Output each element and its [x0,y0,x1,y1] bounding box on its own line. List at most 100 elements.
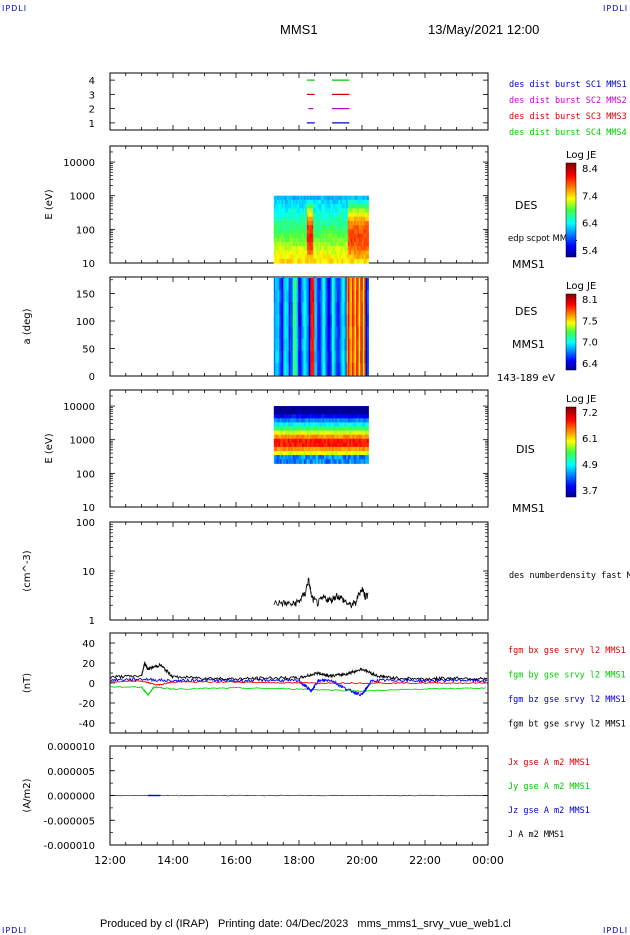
spectrogram-cell [328,225,332,230]
spectrogram-cell [311,450,314,456]
spectrogram-cell [362,212,365,218]
spectrogram-cell [366,426,369,432]
spectrogram-cell [343,250,346,256]
spectrogram-cell [321,208,324,214]
spectrogram-cell [299,426,302,432]
spectrogram-cell [358,406,362,411]
spectrogram-cell [352,241,355,247]
spectrogram-cell [294,418,297,423]
spectrogram-cell [350,233,354,239]
spectrogram-cell [289,434,292,440]
spectrogram-cell [275,241,278,247]
spectrogram-cell [331,302,334,315]
spectrogram-cell [348,314,350,328]
spectrogram-cell [322,418,325,423]
spectrogram-cell [317,446,321,452]
spectrogram-cell [349,422,352,428]
spectrogram-cell [290,326,292,340]
spectrogram-cell [350,229,354,235]
spectrogram-cell [350,442,354,448]
spectrogram-cell [284,314,287,328]
spectrogram-cell [332,250,335,256]
spectrogram-cell [300,326,303,340]
spectrogram-cell [287,246,291,251]
spectrogram-cell [352,455,355,460]
spectrogram-cell [276,426,280,432]
spectrogram-cell [295,438,299,444]
x-axis-tick-label: 22:00 [409,854,441,867]
spectrogram-cell [295,195,299,201]
magnetic-field-legend-entry: fgm by gse srvy l2 MMS1 [508,671,626,681]
spectrogram-cell [353,326,356,340]
spectrogram-cell [278,254,281,260]
spectrogram-cell [299,237,302,243]
spectrogram-cell [281,414,284,419]
spectrogram-cell [322,250,325,256]
spectrogram-cell [302,414,305,419]
magnetic-field-legend-entry: fgm bt gse srvy l2 MMS1 [508,720,626,730]
spectrogram-cell [327,195,330,201]
spectrogram-cell [305,225,308,230]
spectrogram-cell [306,430,310,436]
spectrogram-cell [316,459,319,464]
spectrogram-cell [295,241,299,247]
spectrogram-cell [324,204,327,209]
spectrogram-cell [284,459,287,464]
spectrogram-cell [325,442,328,448]
spectrogram-cell [319,208,322,214]
spectrogram-cell [280,229,283,235]
spectrogram-cell [319,216,322,222]
spectrogram-cell [289,438,292,444]
spectrogram-cell [321,459,324,464]
spectrogram-cell [365,450,368,456]
spectrogram-cell [283,434,286,440]
spectrogram-cell [319,225,322,230]
spectrogram-cell [335,455,338,460]
spectrogram-cell [346,278,349,291]
spectrogram-cell [330,434,333,440]
spectrogram-cell [295,426,299,432]
spectrogram-cell [330,314,333,328]
spectrogram-cell [329,362,332,376]
spectrogram-cell [366,446,369,452]
spectrogram-cell [281,459,284,464]
spectrogram-cell [306,220,310,226]
spectrogram-cell [308,314,311,328]
spectrogram-cell [281,246,284,251]
spectrogram-cell [290,314,292,328]
spectrogram-cell [287,212,291,218]
spectrogram-cell [305,204,308,209]
spectrogram-cell [360,233,363,239]
spectrogram-cell [292,225,295,230]
spectrogram-cell [305,208,308,214]
spectrogram-cell [294,199,297,205]
spectrogram-cell [336,195,339,201]
spectrogram-cell [283,233,286,239]
spectrogram-cell [357,430,360,436]
spectrogram-cell [276,455,280,460]
spectrogram-cell [275,446,278,452]
spectrogram-cell [296,302,299,315]
spectrogram-cell [338,362,341,376]
spectrogram-cell [338,290,341,303]
spectrogram-cell [339,450,343,456]
spectrogram-cell [303,362,306,376]
spectrogram-cell [362,302,365,315]
spectrogram-cell [337,362,340,376]
spectrogram-cell [299,438,302,444]
spectrogram-cell [292,459,295,464]
spectrogram-cell [335,338,338,352]
spectrogram-cell [294,350,296,364]
spectrogram-cell [295,450,299,456]
spectrogram-cell [311,430,314,436]
spectrogram-cell [311,438,314,444]
spectrogram-cell [276,278,279,291]
spectrogram-cell [289,233,292,239]
spectrogram-cell [284,406,287,411]
spectrogram-cell [311,442,314,448]
spectrogram-cell [347,422,350,428]
dis-energy-spectrogram [273,406,369,464]
spectrogram-cell [291,302,294,315]
spectrogram-cell [338,199,341,205]
density-y-tick-label: 1 [89,616,95,627]
